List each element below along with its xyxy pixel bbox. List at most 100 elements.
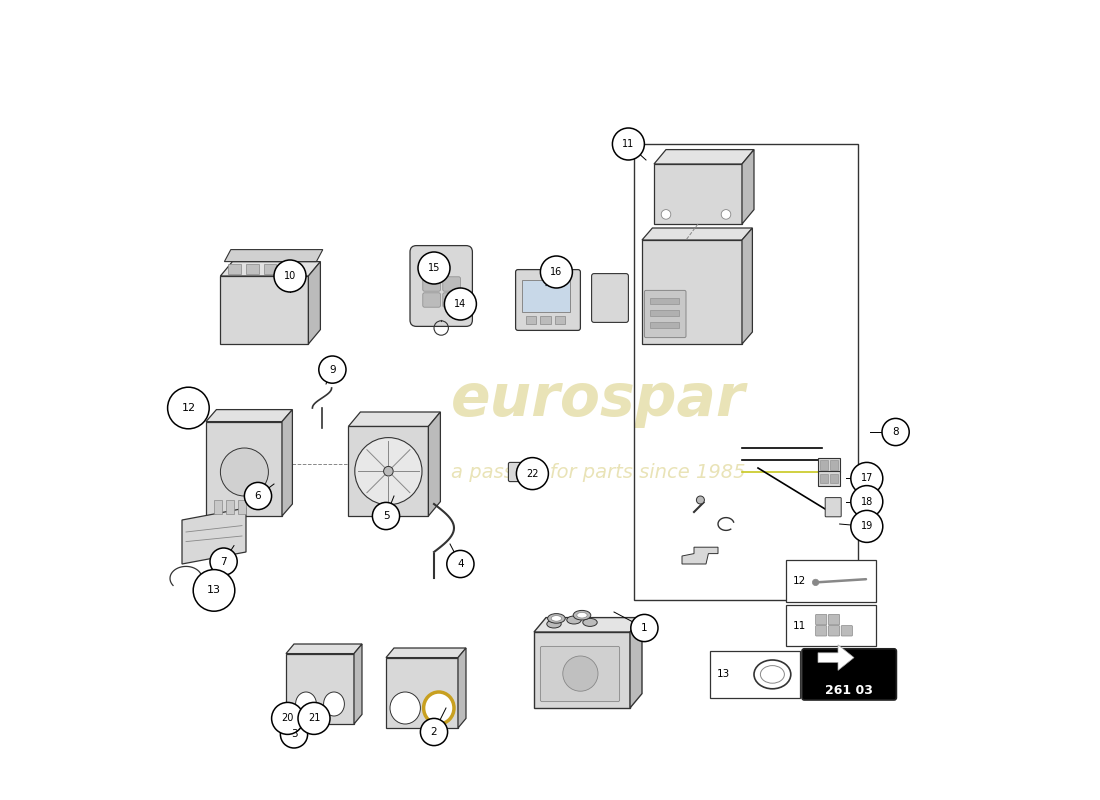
Circle shape xyxy=(373,502,399,530)
Text: a passion for parts since 1985: a passion for parts since 1985 xyxy=(451,462,746,482)
Polygon shape xyxy=(182,508,246,564)
Polygon shape xyxy=(224,250,322,262)
Polygon shape xyxy=(818,471,840,486)
Bar xyxy=(214,500,222,514)
Polygon shape xyxy=(642,228,752,240)
Ellipse shape xyxy=(296,692,317,716)
Polygon shape xyxy=(458,648,466,728)
Text: 3: 3 xyxy=(290,730,297,739)
Ellipse shape xyxy=(576,613,587,618)
Polygon shape xyxy=(742,228,752,344)
FancyBboxPatch shape xyxy=(443,277,461,291)
FancyBboxPatch shape xyxy=(802,649,896,700)
Text: 2: 2 xyxy=(431,727,438,737)
Circle shape xyxy=(298,702,330,734)
Polygon shape xyxy=(742,150,754,224)
FancyBboxPatch shape xyxy=(828,614,839,625)
FancyBboxPatch shape xyxy=(422,293,440,307)
Polygon shape xyxy=(386,648,466,658)
Ellipse shape xyxy=(551,616,562,622)
Circle shape xyxy=(384,466,393,476)
Circle shape xyxy=(220,448,268,496)
FancyBboxPatch shape xyxy=(508,462,536,482)
FancyBboxPatch shape xyxy=(546,662,598,696)
Polygon shape xyxy=(220,262,320,276)
Circle shape xyxy=(418,252,450,284)
Text: 20: 20 xyxy=(282,714,294,723)
Text: 10: 10 xyxy=(284,271,296,281)
Bar xyxy=(282,264,294,274)
Polygon shape xyxy=(286,644,362,654)
Text: 12: 12 xyxy=(792,576,805,586)
FancyBboxPatch shape xyxy=(443,293,461,307)
Ellipse shape xyxy=(583,618,597,626)
Text: 14: 14 xyxy=(454,299,466,309)
Polygon shape xyxy=(682,547,718,564)
Bar xyxy=(526,316,537,324)
Text: 7: 7 xyxy=(220,557,227,566)
Bar xyxy=(634,144,858,600)
Circle shape xyxy=(563,656,598,691)
FancyBboxPatch shape xyxy=(842,626,852,636)
Polygon shape xyxy=(534,632,630,708)
Circle shape xyxy=(355,438,422,505)
Circle shape xyxy=(274,260,306,292)
Ellipse shape xyxy=(424,692,454,724)
Polygon shape xyxy=(818,645,854,670)
Polygon shape xyxy=(386,658,458,728)
Polygon shape xyxy=(540,628,620,660)
Text: 11: 11 xyxy=(792,621,805,630)
Text: 19: 19 xyxy=(860,522,873,531)
Bar xyxy=(650,322,679,328)
Polygon shape xyxy=(818,458,840,472)
Text: 13: 13 xyxy=(207,586,221,595)
FancyBboxPatch shape xyxy=(825,498,842,517)
Polygon shape xyxy=(604,632,620,706)
Polygon shape xyxy=(354,644,362,724)
Circle shape xyxy=(540,256,572,288)
Circle shape xyxy=(696,496,704,504)
Text: eurospar: eurospar xyxy=(451,371,746,429)
Text: 18: 18 xyxy=(860,497,873,506)
Bar xyxy=(540,316,551,324)
Circle shape xyxy=(167,387,209,429)
Ellipse shape xyxy=(547,620,561,628)
Polygon shape xyxy=(286,654,354,724)
Text: 9: 9 xyxy=(329,365,336,374)
Ellipse shape xyxy=(323,692,344,716)
FancyBboxPatch shape xyxy=(592,274,628,322)
Circle shape xyxy=(813,579,818,586)
Polygon shape xyxy=(630,618,642,708)
Text: 8: 8 xyxy=(892,427,899,437)
Polygon shape xyxy=(642,240,743,344)
Circle shape xyxy=(272,702,304,734)
Text: 261 03: 261 03 xyxy=(825,684,873,697)
Text: 17: 17 xyxy=(860,474,873,483)
Polygon shape xyxy=(540,654,604,706)
Text: 11: 11 xyxy=(623,139,635,149)
FancyBboxPatch shape xyxy=(828,626,839,636)
Text: 22: 22 xyxy=(526,469,539,478)
Bar xyxy=(229,264,241,274)
Bar xyxy=(786,560,876,602)
Polygon shape xyxy=(220,276,308,344)
FancyBboxPatch shape xyxy=(815,614,827,625)
Bar xyxy=(650,298,679,304)
Text: 12: 12 xyxy=(182,403,196,413)
Text: 15: 15 xyxy=(428,263,440,273)
Circle shape xyxy=(850,462,883,494)
Circle shape xyxy=(661,210,671,219)
Bar xyxy=(246,264,258,274)
Ellipse shape xyxy=(566,616,581,624)
Circle shape xyxy=(516,458,549,490)
Text: 6: 6 xyxy=(255,491,262,501)
Text: 21: 21 xyxy=(308,714,320,723)
Circle shape xyxy=(280,721,308,748)
Polygon shape xyxy=(206,422,282,516)
Polygon shape xyxy=(654,150,754,164)
Polygon shape xyxy=(308,262,320,344)
Bar xyxy=(786,605,876,646)
Polygon shape xyxy=(349,412,440,426)
Bar xyxy=(522,280,570,312)
Text: 13: 13 xyxy=(716,670,729,679)
